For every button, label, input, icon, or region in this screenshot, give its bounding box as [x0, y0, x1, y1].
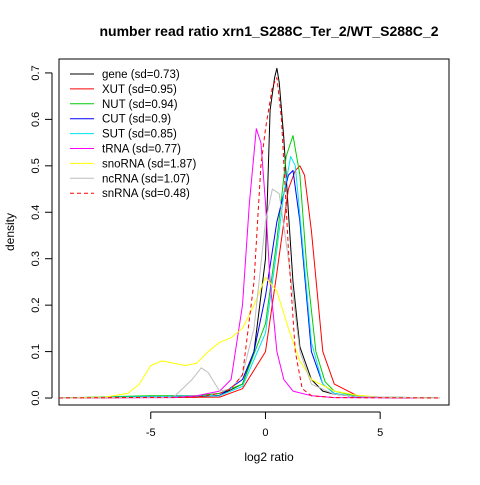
legend-label: tRNA (sd=0.77): [102, 144, 181, 156]
legend-label: CUT (sd=0.9): [102, 114, 171, 126]
x-tick-label: 5: [377, 427, 383, 439]
legend-label: snoRNA (sd=1.87): [102, 158, 196, 170]
legend-label: XUT (sd=0.95): [102, 84, 177, 96]
legend-label: snRNA (sd=0.48): [102, 188, 190, 200]
legend-label: NUT (sd=0.94): [102, 99, 178, 111]
y-axis: 0.0 0.1 0.2 0.3 0.4 0.5 0.6 0.7: [30, 65, 53, 406]
legend-label: SUT (sd=0.85): [102, 129, 177, 141]
legend-label: gene (sd=0.73): [102, 69, 180, 81]
series-layer: [58, 67, 440, 399]
chart-title: number read ratio xrn1_S288C_Ter_2/WT_S2…: [99, 23, 438, 39]
series-line-5: [58, 128, 440, 399]
legend-label: ncRNA (sd=1.07): [102, 173, 190, 185]
y-tick-label: 0.1: [30, 344, 42, 359]
y-tick-label: 0.7: [30, 65, 42, 80]
x-tick-label: -5: [146, 427, 156, 439]
legend: gene (sd=0.73) XUT (sd=0.95) NUT (sd=0.94)…: [70, 69, 196, 200]
series-line-6: [58, 276, 440, 399]
x-axis: -5 0 5: [146, 411, 383, 439]
y-tick-label: 0.5: [30, 158, 42, 173]
y-tick-label: 0.4: [30, 205, 42, 220]
series-line-1: [58, 165, 440, 399]
y-tick-label: 0.6: [30, 112, 42, 127]
x-axis-label: log2 ratio: [244, 450, 294, 464]
x-tick-label: 0: [262, 427, 268, 439]
series-line-4: [58, 156, 440, 399]
y-tick-label: 0.2: [30, 297, 42, 312]
y-tick-label: 0.0: [30, 390, 42, 405]
y-tick-label: 0.3: [30, 251, 42, 266]
y-axis-label: density: [3, 213, 17, 251]
plot-area-border: [58, 58, 450, 406]
series-line-8: [58, 77, 440, 399]
series-line-7: [58, 188, 440, 399]
